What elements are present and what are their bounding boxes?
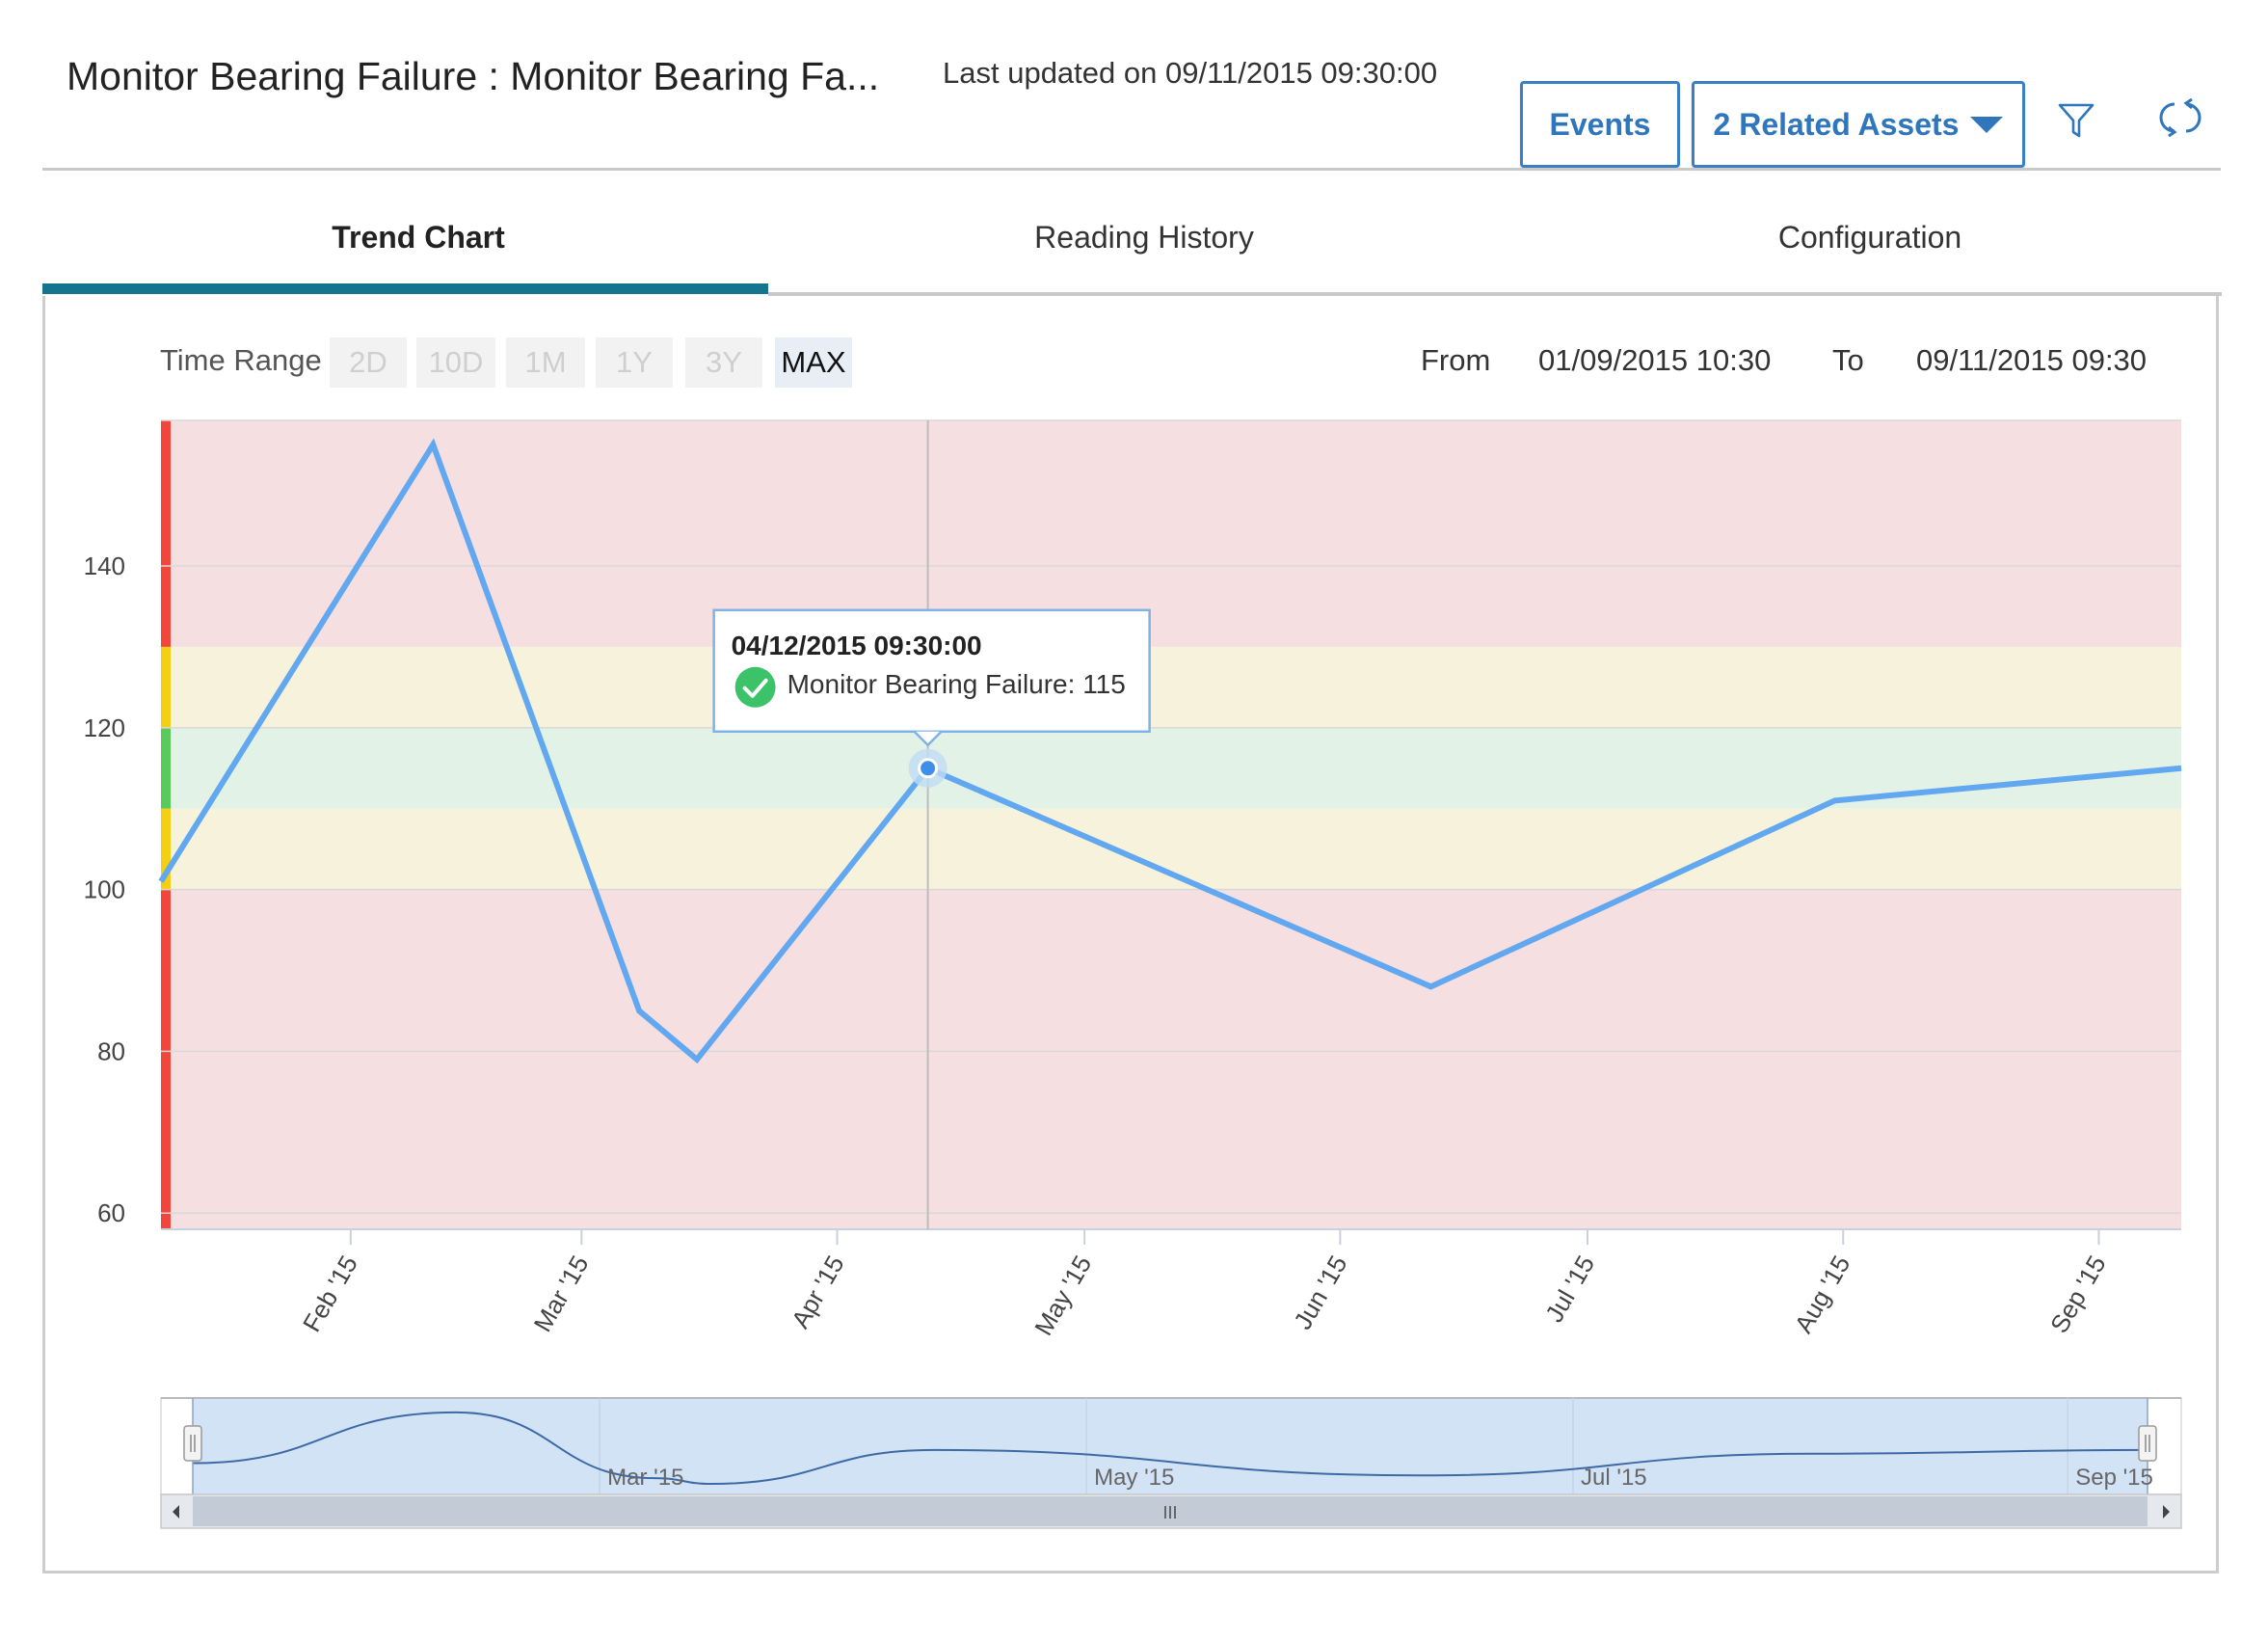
caret-down-icon — [1970, 116, 2004, 133]
filter-button[interactable] — [2051, 96, 2101, 145]
threshold-zones — [161, 420, 2181, 1229]
filter-icon — [2058, 103, 2095, 138]
time-range-label: Time Range — [160, 343, 322, 377]
header-divider — [42, 168, 2221, 171]
navigator-tick-label: Jul '15 — [1581, 1465, 1647, 1491]
check-circle-icon — [734, 666, 776, 708]
time-range-2d-button[interactable]: 2D — [330, 337, 407, 388]
scrollbar-grip[interactable]: III — [1162, 1503, 1177, 1522]
time-range-1y-button[interactable]: 1Y — [596, 337, 673, 388]
tab-reading-history[interactable]: Reading History — [768, 220, 1520, 256]
zone-warning — [161, 646, 2181, 728]
navigator-range — [193, 1398, 2148, 1494]
navigator-handle — [2138, 1425, 2157, 1462]
y-tick-label: 120 — [84, 713, 125, 742]
to-value[interactable]: 09/11/2015 09:30 — [1916, 343, 2148, 377]
from-label: From — [1421, 343, 1491, 377]
scroll-right-arrow-icon — [2163, 1505, 2170, 1519]
time-range-1m-button[interactable]: 1M — [506, 337, 585, 388]
time-range-3y-label: 3Y — [706, 345, 742, 379]
y-tick-label: 60 — [97, 1198, 125, 1227]
zone-bar-warning — [161, 808, 171, 890]
data-point — [918, 758, 939, 779]
x-tick-label: Jun '15 — [1288, 1251, 1352, 1334]
zone-bar-alarm — [161, 889, 171, 1229]
x-axis-labels: Feb '15 Mar '15 Apr '15 May '15 Jun '15 … — [297, 1251, 2112, 1340]
x-tick-label: Aug '15 — [1789, 1251, 1856, 1338]
time-range-2d-label: 2D — [349, 345, 387, 379]
time-range-1y-label: 1Y — [616, 345, 653, 379]
page-title: Monitor Bearing Failure : Monitor Bearin… — [67, 54, 880, 98]
y-tick-label: 100 — [84, 875, 125, 904]
time-range-max-button[interactable]: MAX — [775, 337, 852, 388]
time-range-10d-button[interactable]: 10D — [416, 337, 495, 388]
x-tick-label: Jul '15 — [1539, 1251, 1600, 1327]
tab-configuration-label: Configuration — [1777, 220, 1962, 255]
zone-alarm — [161, 420, 2181, 647]
series-line — [158, 438, 2182, 1064]
navigator-labels: Mar '15 May '15 Jul '15 Sep '15 — [607, 1465, 2153, 1491]
y-tick-label: 140 — [84, 551, 125, 580]
active-tab-indicator — [42, 283, 768, 294]
navigator[interactable] — [160, 1397, 2182, 1529]
grid-lines — [161, 419, 2181, 1214]
related-assets-label: 2 Related Assets — [1713, 106, 1960, 142]
x-tick-label: Apr '15 — [786, 1251, 850, 1333]
time-range-10d-label: 10D — [428, 345, 484, 379]
to-label: To — [1832, 343, 1864, 377]
tooltip-date: 04/12/2015 09:30:00 — [732, 631, 982, 660]
tooltip-box — [712, 608, 1151, 734]
time-range-3y-button[interactable]: 3Y — [685, 337, 762, 388]
related-assets-dropdown[interactable]: 2 Related Assets — [1692, 81, 2025, 168]
threshold-bars — [161, 420, 171, 1229]
navigator-tick-label: Mar '15 — [607, 1465, 683, 1491]
navigator-handle — [183, 1425, 202, 1462]
check-mark — [742, 678, 768, 698]
x-tick-label: Sep '15 — [2044, 1251, 2112, 1338]
time-range-max-label: MAX — [781, 345, 846, 379]
tab-baseline — [768, 292, 2222, 296]
last-updated-text: Last updated on 09/11/2015 09:30:00 — [943, 56, 1438, 90]
check-circle-bg — [734, 666, 776, 708]
events-button-label: Events — [1549, 106, 1651, 142]
scrollbar-thumb — [193, 1496, 2148, 1526]
time-range-1m-label: 1M — [524, 345, 567, 379]
y-tick-label: 80 — [97, 1036, 125, 1065]
tooltip-value-text: Monitor Bearing Failure: 115 — [787, 669, 1126, 699]
zone-alarm — [161, 889, 2181, 1229]
hover-marker[interactable] — [908, 748, 947, 788]
tab-reading-history-label: Reading History — [1034, 220, 1254, 255]
from-value[interactable]: 01/09/2015 10:30 — [1538, 343, 1772, 377]
tab-configuration[interactable]: Configuration — [1494, 220, 2246, 256]
navigator-tick-label: May '15 — [1094, 1465, 1174, 1491]
refresh-button[interactable] — [2151, 93, 2209, 143]
tooltip-arrow — [913, 730, 943, 747]
refresh-icon — [2159, 97, 2201, 138]
zone-bar-normal — [161, 727, 171, 809]
y-axis-labels: 60 80 100 120 140 — [84, 551, 125, 1227]
trend-chart-panel — [42, 296, 2219, 1574]
series-group — [158, 438, 2182, 1064]
x-tick-label: Mar '15 — [528, 1251, 595, 1336]
zone-bar-alarm — [161, 420, 171, 647]
tab-trend-chart-label: Trend Chart — [332, 220, 505, 255]
navigator-tick-label: Sep '15 — [2075, 1465, 2153, 1491]
zone-normal — [161, 727, 2181, 809]
tab-trend-chart[interactable]: Trend Chart — [42, 220, 794, 256]
zone-bar-warning — [161, 646, 171, 728]
scroll-left-arrow-icon — [173, 1505, 179, 1519]
x-axis — [161, 1228, 2181, 1245]
tooltip: 04/12/2015 09:30:00 Monitor Bearing Fail… — [712, 608, 1151, 747]
x-tick-label: May '15 — [1028, 1251, 1097, 1340]
x-tick-label: Feb '15 — [297, 1251, 363, 1336]
navigator-series-line — [192, 1411, 2148, 1486]
zone-warning — [161, 808, 2181, 890]
events-button[interactable]: Events — [1520, 81, 1680, 168]
